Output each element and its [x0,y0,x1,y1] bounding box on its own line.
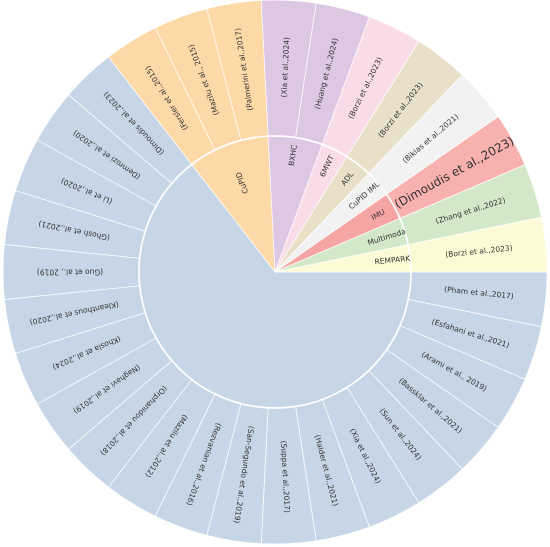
slice-label-daphnet-15: (Guo et al., 2019) [37,268,103,277]
slice-label-daphnet-7: (Suppa et al.,2017) [279,440,292,513]
sector-daphnet[interactable] [139,164,411,408]
group-label-rempark: REMPARK [374,254,412,267]
slice-label-bxhc-0: (Xia et al.,2024) [279,37,291,98]
group-label-bxhc: BXHC [287,144,299,166]
sector-rempark[interactable] [274,244,411,273]
sector-cupid[interactable] [191,136,276,274]
slice-rempark-0[interactable] [408,216,548,273]
